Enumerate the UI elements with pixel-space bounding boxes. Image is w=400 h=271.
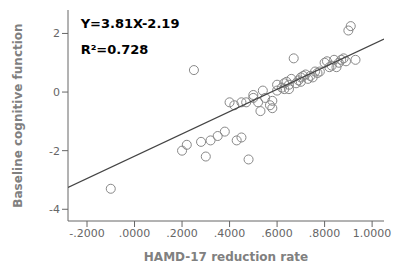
svg-text:.4000: .4000 <box>214 227 246 240</box>
svg-text:.2000: .2000 <box>166 227 198 240</box>
svg-text:Baseline cognitive function: Baseline cognitive function <box>11 23 25 207</box>
svg-text:-.2000: -.2000 <box>69 227 104 240</box>
svg-text:1.0000: 1.0000 <box>353 227 392 240</box>
svg-text:-4: -4 <box>49 203 60 216</box>
svg-text:.8000: .8000 <box>309 227 341 240</box>
svg-text:HAMD-17 reduction rate: HAMD-17 reduction rate <box>144 250 308 264</box>
svg-text:.0000: .0000 <box>119 227 151 240</box>
html-text:R²=0.728: R²=0.728 <box>80 41 149 57</box>
svg-text:-2: -2 <box>49 145 60 158</box>
svg-text:.6000: .6000 <box>261 227 293 240</box>
svg-text:0: 0 <box>53 86 60 99</box>
svg-text:2: 2 <box>53 27 60 40</box>
html-text:Y=3.81X-2.19: Y=3.81X-2.19 <box>80 16 180 32</box>
